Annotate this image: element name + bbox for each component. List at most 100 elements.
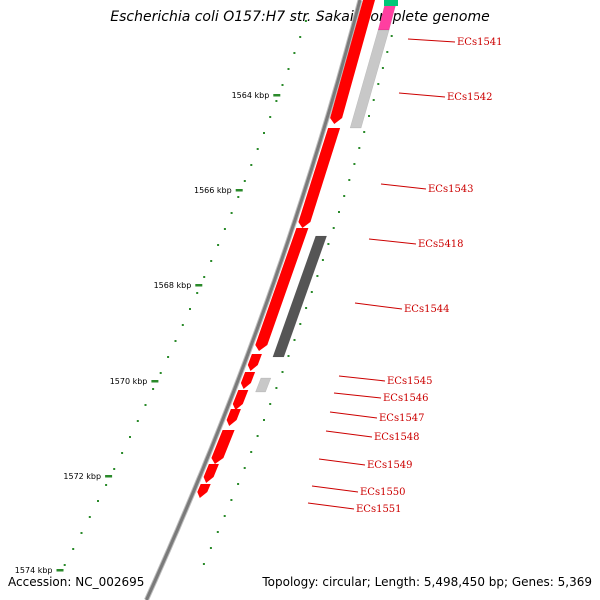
minor-tick-outer: [377, 83, 380, 85]
minor-tick-outer: [263, 419, 265, 421]
minor-tick: [250, 164, 253, 166]
gene-block-ecs1544: [255, 228, 309, 351]
minor-tick-outer: [269, 403, 272, 405]
kbp-label: 1564 kbp: [232, 91, 270, 100]
minor-tick-outer: [327, 243, 330, 245]
minor-tick: [275, 100, 278, 102]
minor-tick: [256, 148, 259, 150]
minor-tick: [237, 196, 240, 198]
minor-tick-outer: [368, 115, 370, 117]
kbp-label: 1572 kbp: [63, 472, 101, 481]
minor-tick-outer: [275, 387, 278, 389]
minor-tick: [217, 244, 220, 246]
minor-tick-outer: [338, 211, 340, 213]
map-title: Escherichia coli O157:H7 str. Sakai, com…: [110, 9, 490, 25]
gene-leader-line: [333, 392, 382, 399]
gene-block-ecs1543: [298, 128, 341, 228]
gene-block-ecs1545: [247, 354, 262, 371]
gene-leader-line: [311, 485, 359, 493]
minor-tick: [113, 468, 116, 470]
gene-labels: ECs1541 ECs1542 ECs1543 ECs5418 ECs1544 ECs15…: [307, 37, 503, 515]
minor-tick: [159, 372, 162, 374]
major-tick: [105, 475, 113, 478]
minor-tick: [80, 532, 83, 534]
minor-tick: [196, 292, 199, 294]
minor-tick: [210, 260, 213, 262]
minor-tick-outer: [237, 483, 240, 485]
minor-tick-outer: [381, 67, 384, 69]
minor-tick-outer: [287, 355, 290, 357]
kbp-label: 1566 kbp: [194, 186, 232, 195]
minor-tick: [299, 36, 302, 38]
gene-block-ecs1550: [203, 464, 219, 483]
minor-tick-outer: [358, 147, 361, 149]
minor-tick: [304, 20, 307, 22]
minor-tick: [72, 548, 75, 550]
gene-label-ecs1543: ECs1543: [428, 184, 474, 195]
gene-block-ecs1542: [349, 29, 390, 129]
minor-tick: [287, 68, 290, 70]
minor-tick-outer: [202, 563, 205, 565]
minor-tick-outer: [293, 339, 296, 341]
major-tick: [56, 569, 64, 572]
kbp-label: 1574 kbp: [15, 566, 53, 575]
minor-tick-outer: [353, 163, 356, 165]
gene-leader-line: [398, 92, 446, 98]
minor-tick: [223, 228, 226, 230]
minor-tick-outer: [209, 547, 212, 549]
gene-block-ecs1551: [197, 484, 211, 498]
minor-tick-outer: [332, 227, 335, 229]
minor-tick-outer: [390, 35, 393, 37]
backbone-line: [145, 0, 362, 600]
gene-block-ecs1547: [232, 390, 249, 410]
minor-tick: [281, 84, 284, 86]
gene-label-ecs5418: ECs5418: [418, 239, 464, 250]
gene-label-ecs1546: ECs1546: [383, 393, 429, 404]
minor-tick: [97, 500, 99, 502]
minor-tick-outer: [372, 99, 375, 101]
minor-tick-outer: [250, 451, 253, 453]
minor-tick: [203, 276, 206, 278]
topology-text: Topology: circular; Length: 5,498,450 bp…: [262, 575, 592, 589]
minor-tick-outer: [299, 323, 302, 325]
kbp-label: 1570 kbp: [110, 377, 148, 386]
gene-leader-line: [329, 411, 378, 419]
gene-block-ecs1546: [240, 372, 256, 389]
minor-tick: [129, 436, 131, 438]
gene-label-ecs1541: ECs1541: [457, 37, 503, 48]
gene-leader-line: [368, 238, 417, 245]
gene-leader-line: [338, 375, 386, 382]
minor-tick-outer: [348, 179, 351, 181]
minor-tick-outer: [316, 275, 319, 277]
minor-tick-outer: [216, 531, 219, 533]
minor-tick-outer: [310, 291, 313, 293]
gene-label-ecs1544: ECs1544: [404, 304, 450, 315]
gene-leader-line: [380, 183, 427, 190]
major-tick: [195, 284, 203, 287]
minor-tick: [181, 324, 184, 326]
gene-block-top-accent: [384, 0, 398, 6]
gene-leader-line: [325, 430, 373, 438]
minor-tick: [189, 308, 191, 310]
minor-tick-outer: [223, 515, 226, 517]
minor-tick-outer: [305, 307, 308, 309]
gene-label-ecs1542: ECs1542: [447, 92, 493, 103]
minor-tick: [167, 356, 170, 358]
minor-tick: [144, 404, 147, 406]
major-tick: [235, 189, 243, 192]
minor-tick: [243, 180, 246, 182]
major-tick: [151, 380, 159, 383]
minor-tick: [105, 484, 108, 486]
outer-tick-marks: [202, 35, 393, 565]
minor-tick: [293, 52, 296, 54]
gene-label-ecs1545: ECs1545: [387, 376, 433, 387]
gene-label-ecs1547: ECs1547: [379, 413, 425, 424]
minor-tick: [174, 340, 177, 342]
minor-tick-outer: [363, 131, 366, 133]
inner-tick-marks: [63, 20, 307, 566]
minor-tick-outer: [230, 499, 233, 501]
minor-tick: [136, 420, 139, 422]
kbp-tick-labels: 1564 kbp 1566 kbp 1568 kbp 1570 kbp 1572 kbp…: [15, 91, 281, 575]
minor-tick: [121, 452, 124, 454]
